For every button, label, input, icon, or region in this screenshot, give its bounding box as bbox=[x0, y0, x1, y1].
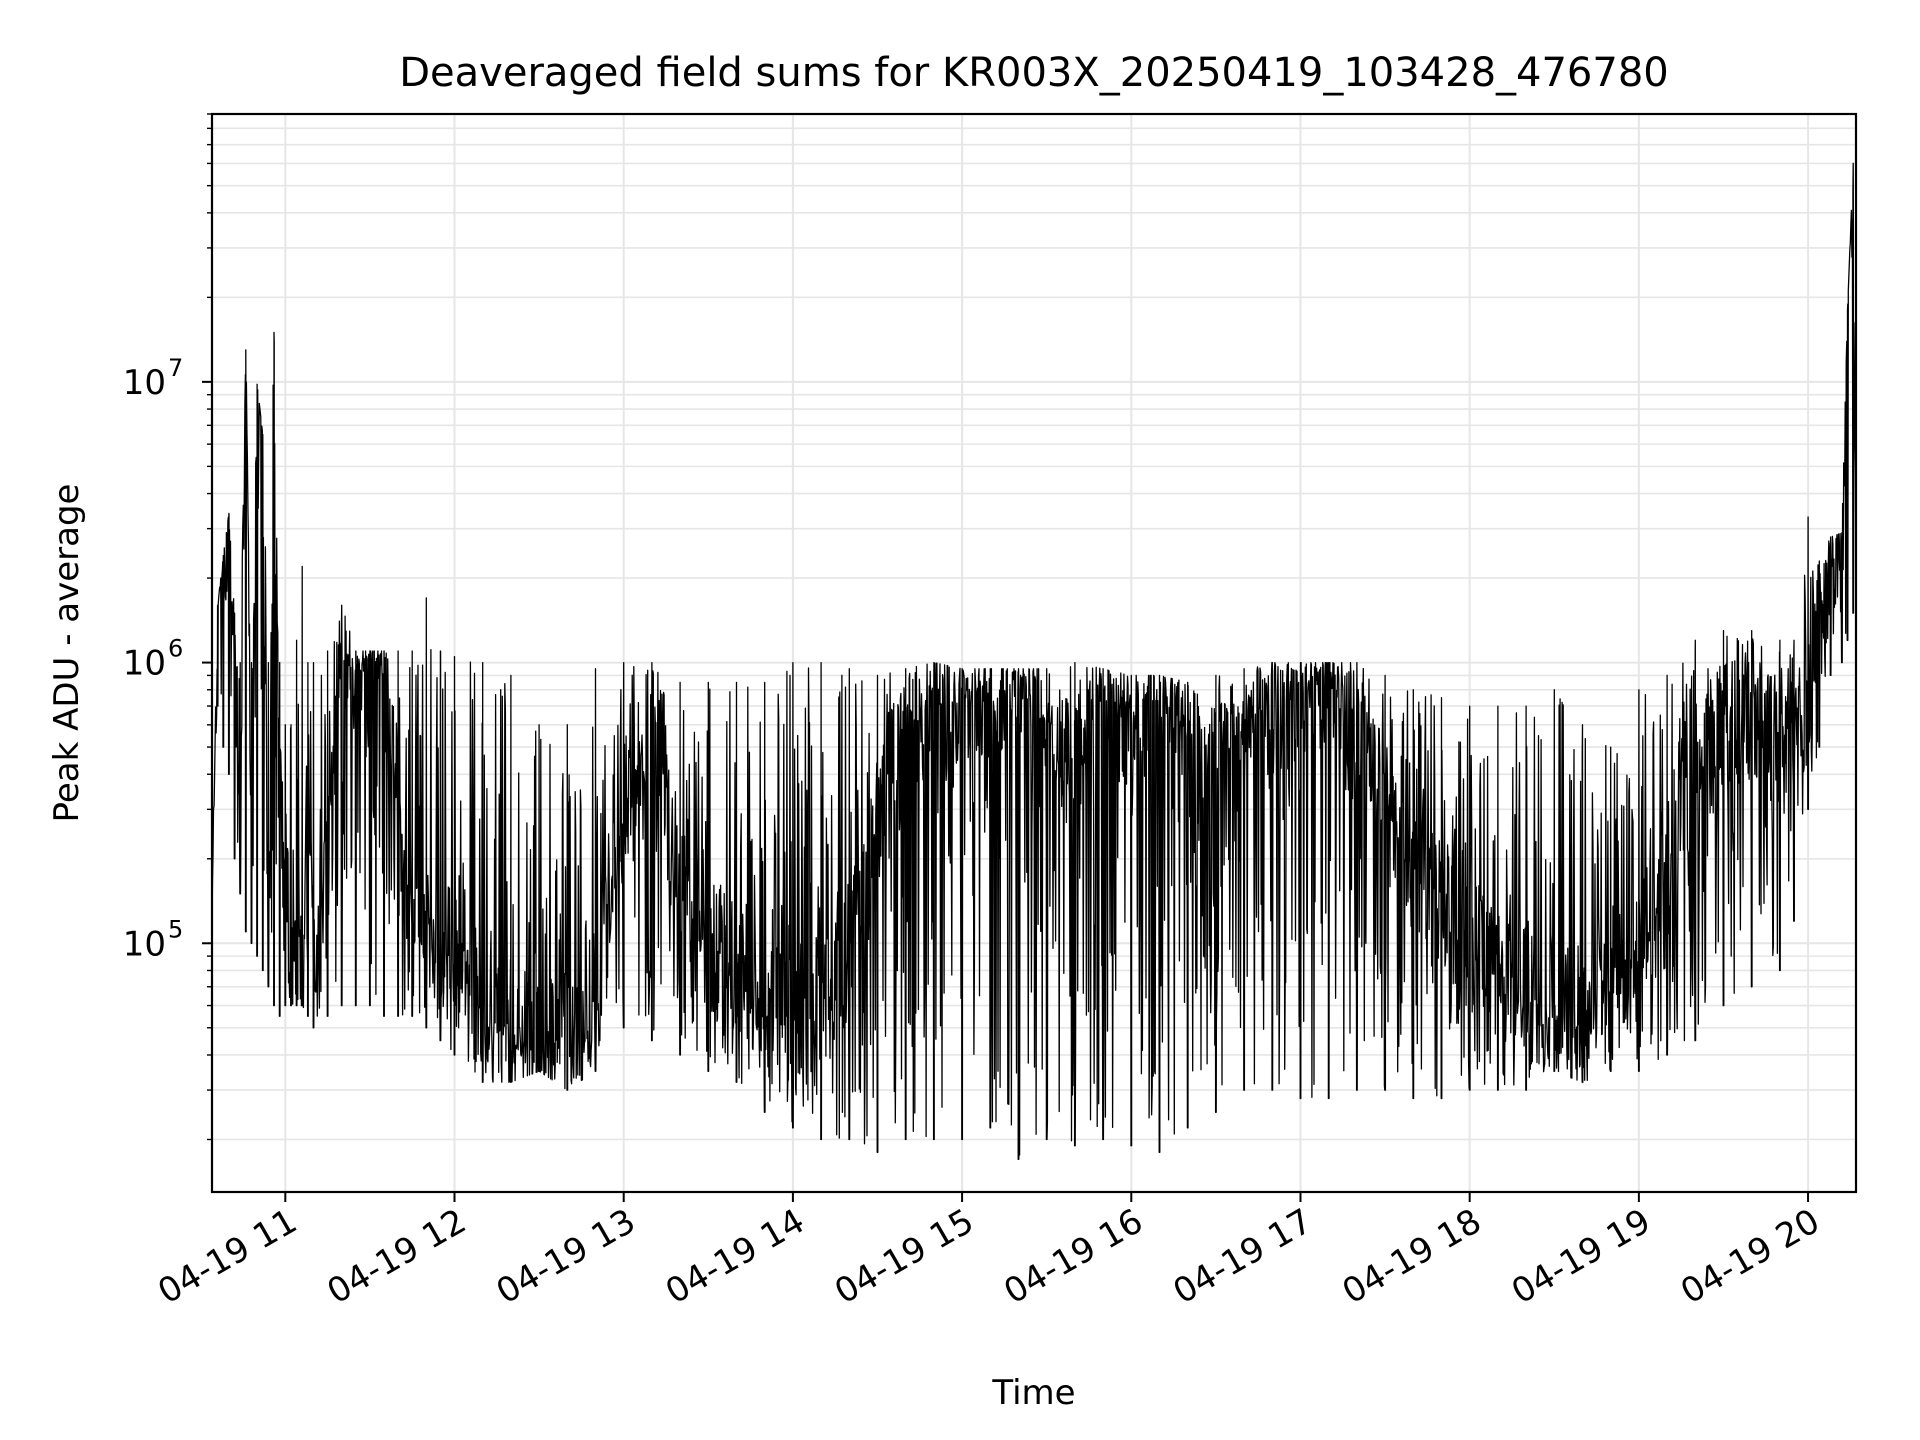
y-tick-label: 10 7 bbox=[123, 354, 184, 403]
y-tick-label: 10 6 bbox=[123, 635, 184, 684]
series-line bbox=[212, 162, 1856, 1160]
chart-title: Deaveraged field sums for KR003X_2025041… bbox=[399, 50, 1668, 96]
data-layer bbox=[212, 162, 1856, 1160]
y-tick-exponent: 5 bbox=[168, 915, 183, 943]
y-tick-base: 10 bbox=[123, 363, 166, 403]
x-axis-label: Time bbox=[991, 1373, 1075, 1413]
y-tick-label: 10 5 bbox=[123, 915, 184, 964]
y-tick-exponent: 7 bbox=[168, 354, 183, 382]
plot-frame bbox=[210, 112, 1858, 1194]
y-tick-exponent: 6 bbox=[168, 635, 183, 663]
y-tick-base: 10 bbox=[123, 924, 166, 964]
y-axis-label: Peak ADU - average bbox=[47, 484, 87, 823]
y-tick-base: 10 bbox=[123, 644, 166, 684]
